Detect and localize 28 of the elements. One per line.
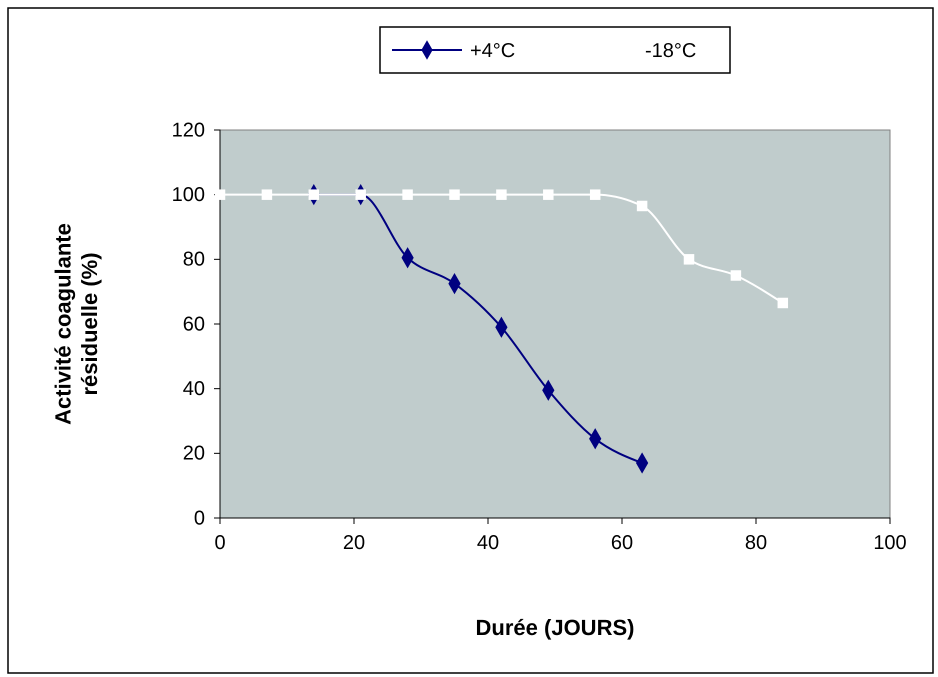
x-tick-label: 40: [476, 532, 500, 554]
x-tick-label: 0: [214, 532, 226, 554]
y-axis-title: Activité coagulante résiduelle (%): [50, 223, 102, 425]
point: [496, 189, 507, 200]
x-tick-label: 20: [342, 532, 366, 554]
y-tick-label: 0: [194, 507, 205, 530]
x-tick-label: 80: [744, 532, 768, 554]
y-tick-label: 80: [182, 248, 205, 271]
y-tick-label: 20: [182, 442, 205, 465]
x-tick-label: 100: [873, 532, 907, 554]
x-tick-label: 60: [610, 532, 634, 554]
point: [778, 298, 788, 308]
point: [214, 189, 226, 200]
point: [449, 189, 460, 200]
y-tick-label: 100: [172, 184, 205, 206]
x-axis-title: Durée (JOURS): [476, 615, 634, 640]
point: [402, 189, 413, 200]
point: [262, 189, 272, 200]
point: [684, 254, 694, 265]
point: [636, 200, 648, 212]
text: -18°C: [645, 40, 696, 62]
legend-label: +4°C: [470, 40, 516, 62]
y-tick-label: 40: [182, 378, 205, 400]
point: [590, 189, 600, 200]
point: [543, 189, 554, 200]
point: [730, 270, 742, 281]
y-tick-label: 120: [172, 119, 205, 142]
y-tick-label: 60: [182, 313, 205, 336]
